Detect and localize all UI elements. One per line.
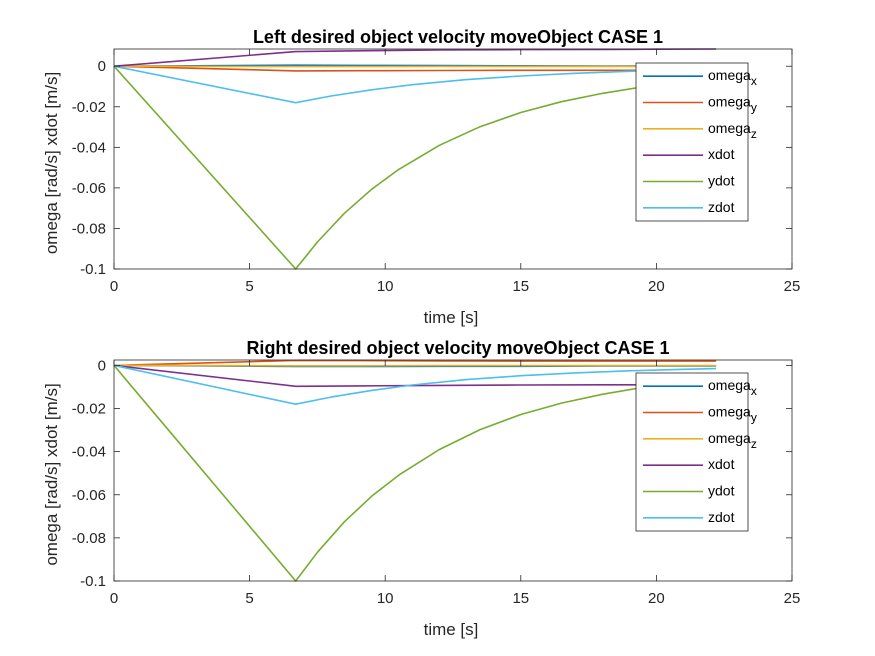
y-tick-label: -0.08 <box>72 220 106 237</box>
legend-item: omegaz <box>643 430 757 451</box>
y-tick-label: -0.04 <box>72 139 106 156</box>
x-tick-label: 0 <box>110 590 118 607</box>
legend-item: ydot <box>643 173 735 189</box>
legend-item: omegax <box>643 67 757 88</box>
legend-label: zdot <box>708 199 735 215</box>
x-tick-label: 5 <box>245 278 253 295</box>
axes-box <box>113 359 793 582</box>
y-tick-label: -0.06 <box>72 487 106 504</box>
legend-box <box>635 372 749 532</box>
y-tick-label: -0.06 <box>72 180 106 197</box>
legend-label: ydot <box>708 173 735 189</box>
legend-label-name: omega <box>708 404 751 420</box>
axes-box <box>113 48 793 270</box>
legend-label-name: xdot <box>708 146 735 162</box>
y-axis-label: omega [rad/s] xdot [m/s] <box>42 72 61 254</box>
legend-label: zdot <box>708 509 735 525</box>
y-axis-label: omega [rad/s] xdot [m/s] <box>42 383 61 565</box>
legend-label-name: ydot <box>708 173 735 189</box>
legend-label-name: zdot <box>708 509 735 525</box>
legend-item: ydot <box>643 483 735 499</box>
legend-label-name: omega <box>708 120 751 136</box>
x-tick-label: 20 <box>648 590 665 607</box>
legend-label-name: ydot <box>708 483 735 499</box>
legend-item: omegaz <box>643 120 757 141</box>
y-tick-label: -0.08 <box>72 530 106 547</box>
legend-box <box>635 62 749 222</box>
x-tick-label: 15 <box>512 590 529 607</box>
x-tick-label: 10 <box>377 590 394 607</box>
x-tick-label: 0 <box>110 278 118 295</box>
y-tick-label: -0.1 <box>80 573 106 590</box>
series-line-zdot <box>114 364 717 406</box>
y-tick-label: -0.02 <box>72 99 106 116</box>
x-tick-label: 10 <box>377 278 394 295</box>
legend-label: omegax <box>708 377 757 398</box>
legend-label-name: omega <box>708 94 751 110</box>
legend-label-subscript: y <box>751 411 757 425</box>
legend-label-subscript: z <box>751 127 757 141</box>
legend-label: omegaz <box>708 120 757 141</box>
x-tick-label: 15 <box>512 278 529 295</box>
legend-label: omegax <box>708 67 757 88</box>
legend-item: zdot <box>643 199 735 215</box>
legend-item: zdot <box>643 509 735 525</box>
chart-title: Left desired object velocity moveObject … <box>253 27 663 47</box>
legend-label: omegay <box>708 404 757 425</box>
legend-label-subscript: x <box>751 384 757 398</box>
legend-label: ydot <box>708 483 735 499</box>
legend-label-name: omega <box>708 377 751 393</box>
y-tick-label: 0 <box>98 357 106 374</box>
x-tick-label: 5 <box>245 590 253 607</box>
series-line-omega-y <box>114 359 717 367</box>
legend-label: xdot <box>708 456 735 472</box>
legend-label-subscript: x <box>751 74 757 88</box>
x-tick-label: 20 <box>648 278 665 295</box>
legend-label-name: xdot <box>708 456 735 472</box>
y-tick-label: 0 <box>98 58 106 75</box>
chart-1: 0 5 10 15 20 25 0 -0.02 -0.04 -0.06 -0.08 -0.1 Left … <box>42 27 800 327</box>
legend-label: omegaz <box>708 430 757 451</box>
legend-label-name: omega <box>708 67 751 83</box>
y-tick-label: -0.02 <box>72 401 106 418</box>
y-tick-label: -0.1 <box>80 261 106 278</box>
legend-label-name: omega <box>708 430 751 446</box>
legend-label-name: zdot <box>708 199 735 215</box>
legend-label-subscript: z <box>751 437 757 451</box>
x-axis-label: time [s] <box>424 620 479 639</box>
legend-item: xdot <box>643 146 735 162</box>
legend-item: omegay <box>643 404 757 425</box>
legend-item: omegax <box>643 377 757 398</box>
chart-title: Right desired object velocity moveObject… <box>246 338 669 358</box>
x-tick-label: 25 <box>784 278 801 295</box>
legend-item: xdot <box>643 456 735 472</box>
legend-label: xdot <box>708 146 735 162</box>
legend-label-subscript: y <box>751 101 757 115</box>
chart-2: 0 5 10 15 20 25 0 -0.02 -0.04 -0.06 -0.08 -0.1 Right… <box>42 338 800 639</box>
y-tick-label: -0.04 <box>72 444 106 461</box>
legend-label: omegay <box>708 94 757 115</box>
legend-item: omegay <box>643 94 757 115</box>
x-axis-label: time [s] <box>424 308 479 327</box>
x-tick-label: 25 <box>784 590 801 607</box>
